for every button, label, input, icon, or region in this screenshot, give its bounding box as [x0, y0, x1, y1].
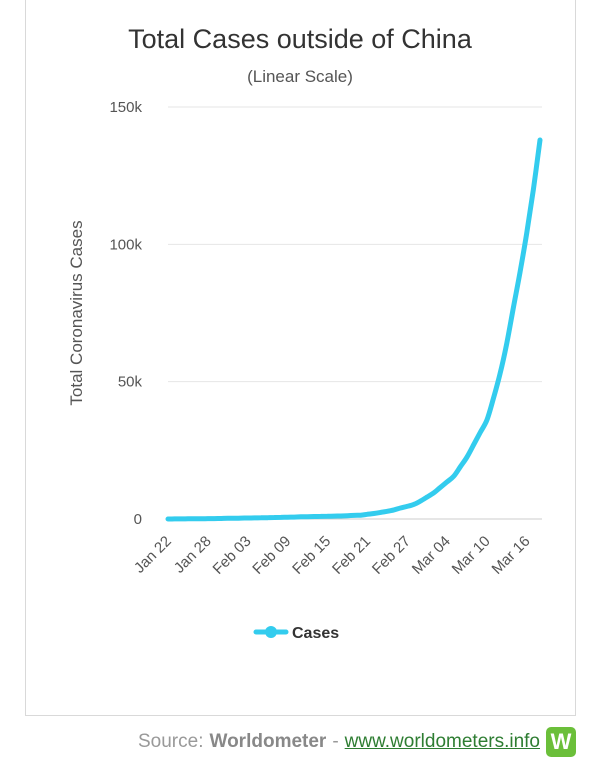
y-axis-title: Total Coronavirus Cases	[67, 220, 86, 405]
x-tick-label: Feb 03	[209, 533, 254, 578]
x-tick-label: Feb 09	[249, 533, 294, 578]
x-tick-label: Mar 10	[449, 533, 494, 578]
grid	[168, 106, 542, 520]
source-separator: -	[332, 731, 339, 752]
chart-title: Total Cases outside of China	[128, 24, 473, 54]
x-tick-label: Mar 04	[409, 533, 454, 578]
x-tick-label: Jan 28	[171, 533, 215, 577]
chart: Total Cases outside of China (Linear Sca…	[67, 24, 543, 642]
source-brand: Worldometer	[209, 731, 327, 752]
footer: Source: Worldometer - www.worldometers.i…	[0, 726, 576, 758]
source-label: Source:	[138, 731, 204, 752]
source-link[interactable]: www.worldometers.info	[344, 731, 540, 752]
y-tick-label: 0	[134, 511, 142, 528]
y-axis-ticks: 0 50k 100k 150k	[109, 99, 142, 528]
x-tick-label: Jan 22	[131, 533, 175, 577]
series-line-cases[interactable]	[165, 137, 543, 522]
legend-label: Cases	[292, 625, 339, 642]
chart-subtitle: (Linear Scale)	[247, 67, 353, 86]
legend[interactable]: Cases	[253, 625, 339, 642]
x-tick-label: Feb 27	[369, 533, 414, 578]
y-tick-label: 50k	[118, 374, 143, 391]
x-tick-label: Mar 16	[489, 533, 534, 578]
y-tick-label: 100k	[109, 236, 142, 253]
x-tick-label: Feb 15	[289, 533, 334, 578]
series-group	[165, 137, 543, 522]
legend-marker-swatch	[265, 626, 277, 638]
y-tick-label: 150k	[109, 99, 142, 116]
chart-frame	[25, 0, 576, 716]
worldometer-logo-icon: W	[546, 727, 576, 757]
x-tick-label: Feb 21	[329, 533, 374, 578]
